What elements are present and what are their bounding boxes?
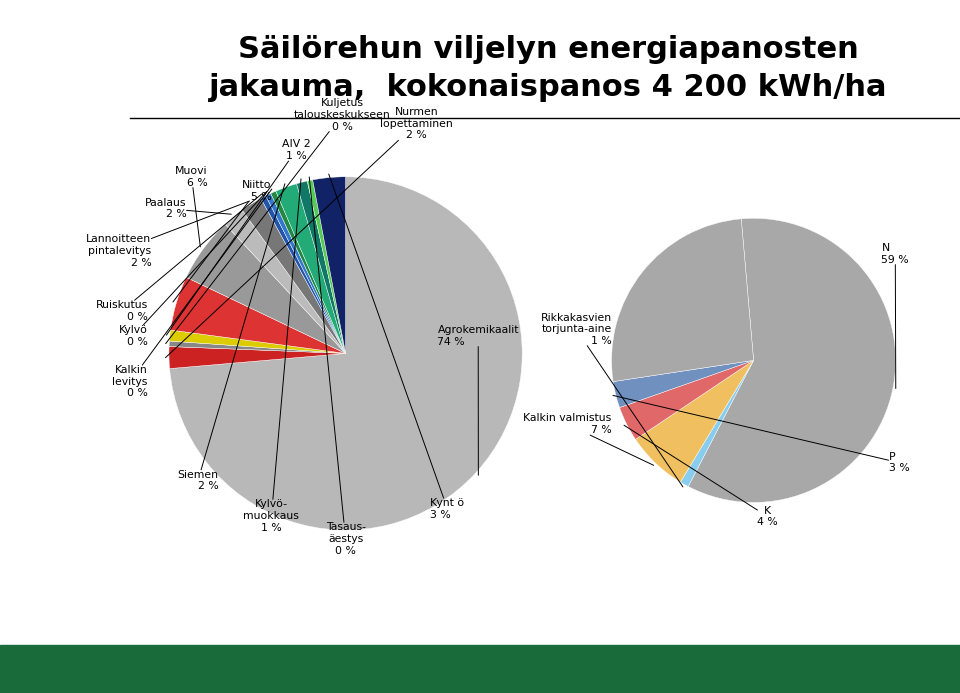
Text: Rikkakasvien
torjunta-aine
1 %: Rikkakasvien torjunta-aine 1 % <box>540 313 683 487</box>
Text: K
4 %: K 4 % <box>624 426 779 527</box>
Text: Ruiskutus
0 %: Ruiskutus 0 % <box>95 194 262 322</box>
Bar <box>0 645 960 693</box>
Text: 25.4.2016     5: 25.4.2016 5 <box>880 654 941 663</box>
Wedge shape <box>276 184 346 353</box>
Text: Nurmen
lopettaminen
2 %: Nurmen lopettaminen 2 % <box>165 107 452 358</box>
Text: HELSINGIN YLIOPISTO: HELSINGIN YLIOPISTO <box>8 651 103 660</box>
Text: Elintarviketuotannon kestävyys -seminaari,: Elintarviketuotannon kestävyys -seminaar… <box>225 654 407 663</box>
Text: Raisio 22.4.2016: Raisio 22.4.2016 <box>225 669 295 678</box>
Text: P
3 %: P 3 % <box>613 396 909 473</box>
Wedge shape <box>688 218 896 502</box>
Wedge shape <box>169 330 346 353</box>
Wedge shape <box>612 219 754 382</box>
Wedge shape <box>261 196 346 353</box>
Text: Kylvö-
muokkaus
1 %: Kylvö- muokkaus 1 % <box>244 179 301 532</box>
Text: HELSINGFORS UNIVERSITET: HELSINGFORS UNIVERSITET <box>8 663 114 672</box>
Text: Niitto
5 %: Niitto 5 % <box>173 180 272 302</box>
Text: N
59 %: N 59 % <box>881 243 909 389</box>
Wedge shape <box>266 193 346 353</box>
Wedge shape <box>169 346 346 369</box>
Wedge shape <box>169 341 346 353</box>
Text: www.helsinki.fi/yliopisto: www.helsinki.fi/yliopisto <box>700 654 802 663</box>
Wedge shape <box>297 181 346 353</box>
Wedge shape <box>226 210 346 353</box>
Text: Paalaus
2 %: Paalaus 2 % <box>145 198 231 220</box>
Wedge shape <box>636 360 754 482</box>
Wedge shape <box>681 360 754 486</box>
Wedge shape <box>307 180 346 353</box>
Wedge shape <box>242 198 346 353</box>
Wedge shape <box>613 360 754 407</box>
Text: Agrokemikaalit
74 %: Agrokemikaalit 74 % <box>438 325 519 475</box>
Text: Kalkin valmistus
7 %: Kalkin valmistus 7 % <box>523 414 654 465</box>
Text: jakauma,  kokonaispanos 4 200 kWh/ha: jakauma, kokonaispanos 4 200 kWh/ha <box>208 73 887 103</box>
Text: Kynt ö
3 %: Kynt ö 3 % <box>328 174 465 520</box>
Text: Siemen
2 %: Siemen 2 % <box>178 184 285 491</box>
Text: Kuljetus
talouskeskukseen
0 %: Kuljetus talouskeskukseen 0 % <box>166 98 391 344</box>
Text: Tasaus-
äestys
0 %: Tasaus- äestys 0 % <box>309 177 366 556</box>
Text: Muovi
6 %: Muovi 6 % <box>176 166 207 247</box>
Text: Säilörehun viljelyn energiapanosten: Säilörehun viljelyn energiapanosten <box>238 35 858 64</box>
Wedge shape <box>186 225 346 353</box>
Text: Lannoitteen
pintalevitys
2 %: Lannoitteen pintalevitys 2 % <box>86 201 250 267</box>
Text: Kylvö
0 %: Kylvö 0 % <box>119 191 267 346</box>
Wedge shape <box>313 177 346 353</box>
Wedge shape <box>271 191 346 353</box>
Wedge shape <box>170 177 522 530</box>
Text: UNIVERSITY OF HELSINKI: UNIVERSITY OF HELSINKI <box>8 674 103 683</box>
Wedge shape <box>619 360 754 439</box>
Text: Kalkin
levitys
0 %: Kalkin levitys 0 % <box>112 189 272 398</box>
Wedge shape <box>171 277 346 353</box>
Text: AIV 2
1 %: AIV 2 1 % <box>166 139 310 335</box>
